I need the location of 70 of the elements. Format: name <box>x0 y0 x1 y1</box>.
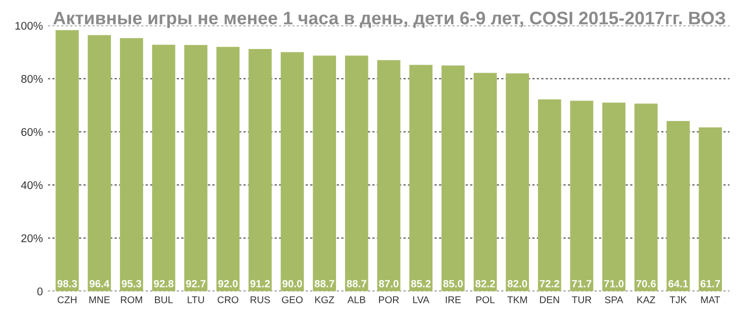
bar <box>409 64 432 292</box>
data-label: 95.3 <box>122 280 142 288</box>
data-label: 88.7 <box>314 280 334 288</box>
data-label: 96.4 <box>90 280 110 288</box>
y-tick-label: 80% <box>21 74 43 83</box>
x-tick-label: LVA <box>413 296 430 304</box>
x-tick-label: IRE <box>446 296 461 304</box>
y-tick-label: 100% <box>15 22 43 30</box>
bar <box>248 48 272 292</box>
data-label: 88.7 <box>346 280 366 288</box>
data-label: 92.0 <box>218 280 238 288</box>
data-label: 91.2 <box>250 280 270 288</box>
bar <box>152 44 176 292</box>
bar <box>442 65 465 292</box>
x-tick-label: KGZ <box>315 296 334 304</box>
y-tick-label: 0 <box>37 287 43 296</box>
data-label: 92.8 <box>154 280 174 288</box>
x-tick-label: CZH <box>58 296 76 304</box>
data-label: 85.0 <box>443 280 463 288</box>
bar <box>56 30 79 292</box>
y-tick-label: 40% <box>21 181 43 190</box>
data-label: 87.0 <box>378 280 398 288</box>
x-tick-label: MAT <box>701 296 720 304</box>
x-tick-label: KAZ <box>637 296 656 304</box>
x-tick-label: DEN <box>540 296 560 304</box>
chart-title: Активные игры не менее 1 часа в день, дети 6-9 лет, COSI 2015-2017гг. ВОЗ <box>53 12 726 28</box>
data-label: 82.2 <box>475 280 495 288</box>
data-label: 82.0 <box>508 280 528 288</box>
data-label: 64.1 <box>668 280 688 288</box>
x-tick-label: MNE <box>89 296 110 304</box>
data-label: 71.0 <box>604 280 624 288</box>
x-tick-label: GEO <box>282 296 303 304</box>
bar <box>570 100 594 292</box>
bar <box>474 72 497 292</box>
x-tick-label: TKM <box>507 296 527 304</box>
bar <box>184 44 208 292</box>
x-tick-label: TJK <box>670 296 687 304</box>
data-label: 90.0 <box>282 280 302 288</box>
x-tick-label: TUR <box>572 296 592 304</box>
x-tick-label: LTU <box>188 296 204 304</box>
x-tick-label: SPA <box>604 296 624 304</box>
data-label: 98.3 <box>57 280 77 288</box>
x-tick-label: POR <box>379 296 399 304</box>
x-tick-label: ROM <box>120 296 142 304</box>
bar <box>698 127 722 292</box>
bar <box>88 35 111 292</box>
y-tick-label: 60% <box>21 128 43 136</box>
data-label: 85.2 <box>411 280 431 288</box>
x-tick-label: RUS <box>250 296 270 304</box>
x-tick-label: POL <box>476 296 495 304</box>
data-label: 71.7 <box>572 280 592 288</box>
y-tick-label: 20% <box>21 234 43 242</box>
bar <box>666 120 690 292</box>
bar <box>216 46 240 292</box>
bar <box>538 99 562 292</box>
data-label: 70.6 <box>636 280 656 288</box>
bar <box>506 73 529 292</box>
bar <box>345 56 368 292</box>
data-label: 72.2 <box>540 280 560 288</box>
bar <box>377 60 400 292</box>
x-tick-label: CRO <box>218 296 238 304</box>
x-tick-label: BUL <box>155 296 173 304</box>
bar <box>602 102 626 292</box>
bar <box>634 104 658 292</box>
data-label: 92.7 <box>186 280 206 288</box>
bar <box>120 38 144 292</box>
bar <box>312 56 336 292</box>
data-label: 61.7 <box>700 280 720 288</box>
x-tick-label: ALB <box>347 296 366 304</box>
bar <box>280 52 304 292</box>
